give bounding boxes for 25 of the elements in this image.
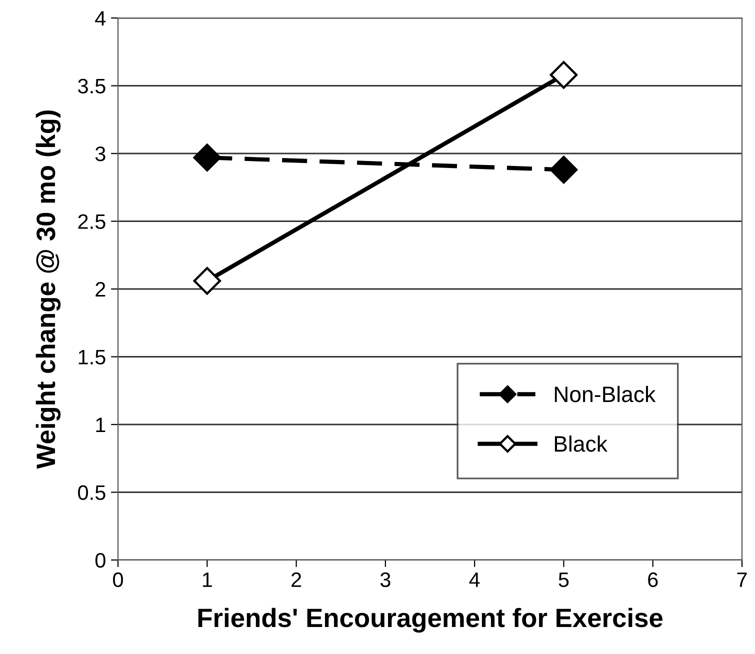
legend-label: Black [554,435,608,452]
legend-label: Non-Black [554,386,656,402]
point [550,156,578,184]
y-tick-label: 2 [96,282,106,297]
y-axis-title: Weight change @ 30 mo (kg) [36,110,61,469]
x-tick-label: 7 [737,572,747,587]
x-tick-label: 5 [558,572,569,588]
x-tick-label: 0 [113,572,123,588]
y-tick-label: 4 [95,11,106,26]
y-tick-label: 3.5 [78,78,106,94]
y-tick-label: 3 [95,146,106,162]
y-tick-label: 1 [96,418,106,432]
point [193,144,222,172]
x-tick-label: 2 [292,572,302,587]
y-tick-label: 2.5 [78,214,106,230]
x-axis-title: Friends' Encouragement for Exercise [198,608,662,633]
point [550,61,578,89]
x-tick-label: 4 [469,572,480,587]
y-tick-label: 1.5 [78,350,106,365]
x-tick-label: 6 [648,572,658,588]
x-tick-label: 1 [202,572,212,587]
point [193,266,222,295]
x-tick-label: 3 [380,572,390,588]
y-tick-label: 0.5 [78,485,106,500]
y-tick-label: 0 [95,553,106,568]
